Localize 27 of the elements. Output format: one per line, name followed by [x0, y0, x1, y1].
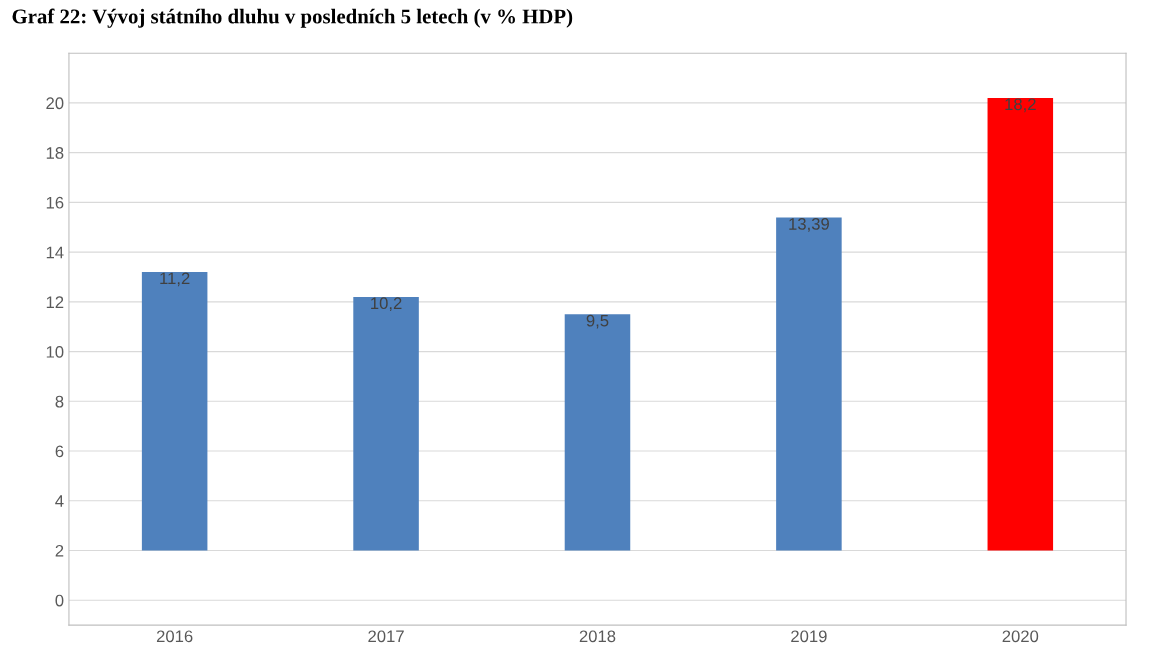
y-tick-label: 4 — [55, 495, 64, 507]
bar — [987, 97, 1054, 551]
bar — [141, 272, 208, 551]
y-tick-label: 16 — [46, 196, 64, 209]
x-tick-label: 2016 — [156, 630, 193, 643]
y-tick-label: 14 — [46, 246, 64, 259]
data-label: 9,5 — [586, 314, 609, 329]
bar — [564, 314, 631, 551]
data-label: 10,2 — [371, 297, 402, 312]
x-tick-label: 2018 — [579, 630, 616, 643]
x-tick-label: 2019 — [791, 630, 827, 643]
x-tick-label: 2020 — [1002, 630, 1039, 643]
chart-title: Graf 22: Vývoj státního dluhu v posledních 5 letech (v % HDP) — [12, 8, 573, 28]
y-tick-label: 12 — [46, 296, 64, 308]
x-tick-label: 2017 — [368, 630, 404, 643]
bar — [353, 296, 419, 551]
data-label: 11,2 — [160, 272, 190, 287]
y-tick-label: 6 — [55, 445, 64, 458]
y-tick-label: 20 — [46, 97, 64, 110]
y-tick-label: 8 — [55, 395, 64, 408]
y-tick-label: 2 — [55, 544, 64, 557]
data-label: 18,2 — [1005, 98, 1036, 113]
y-tick-label: 18 — [46, 147, 64, 159]
data-label: 13,39 — [789, 218, 829, 232]
y-tick-label: 10 — [46, 345, 64, 358]
y-tick-label: 0 — [55, 594, 64, 607]
bar — [776, 217, 842, 551]
